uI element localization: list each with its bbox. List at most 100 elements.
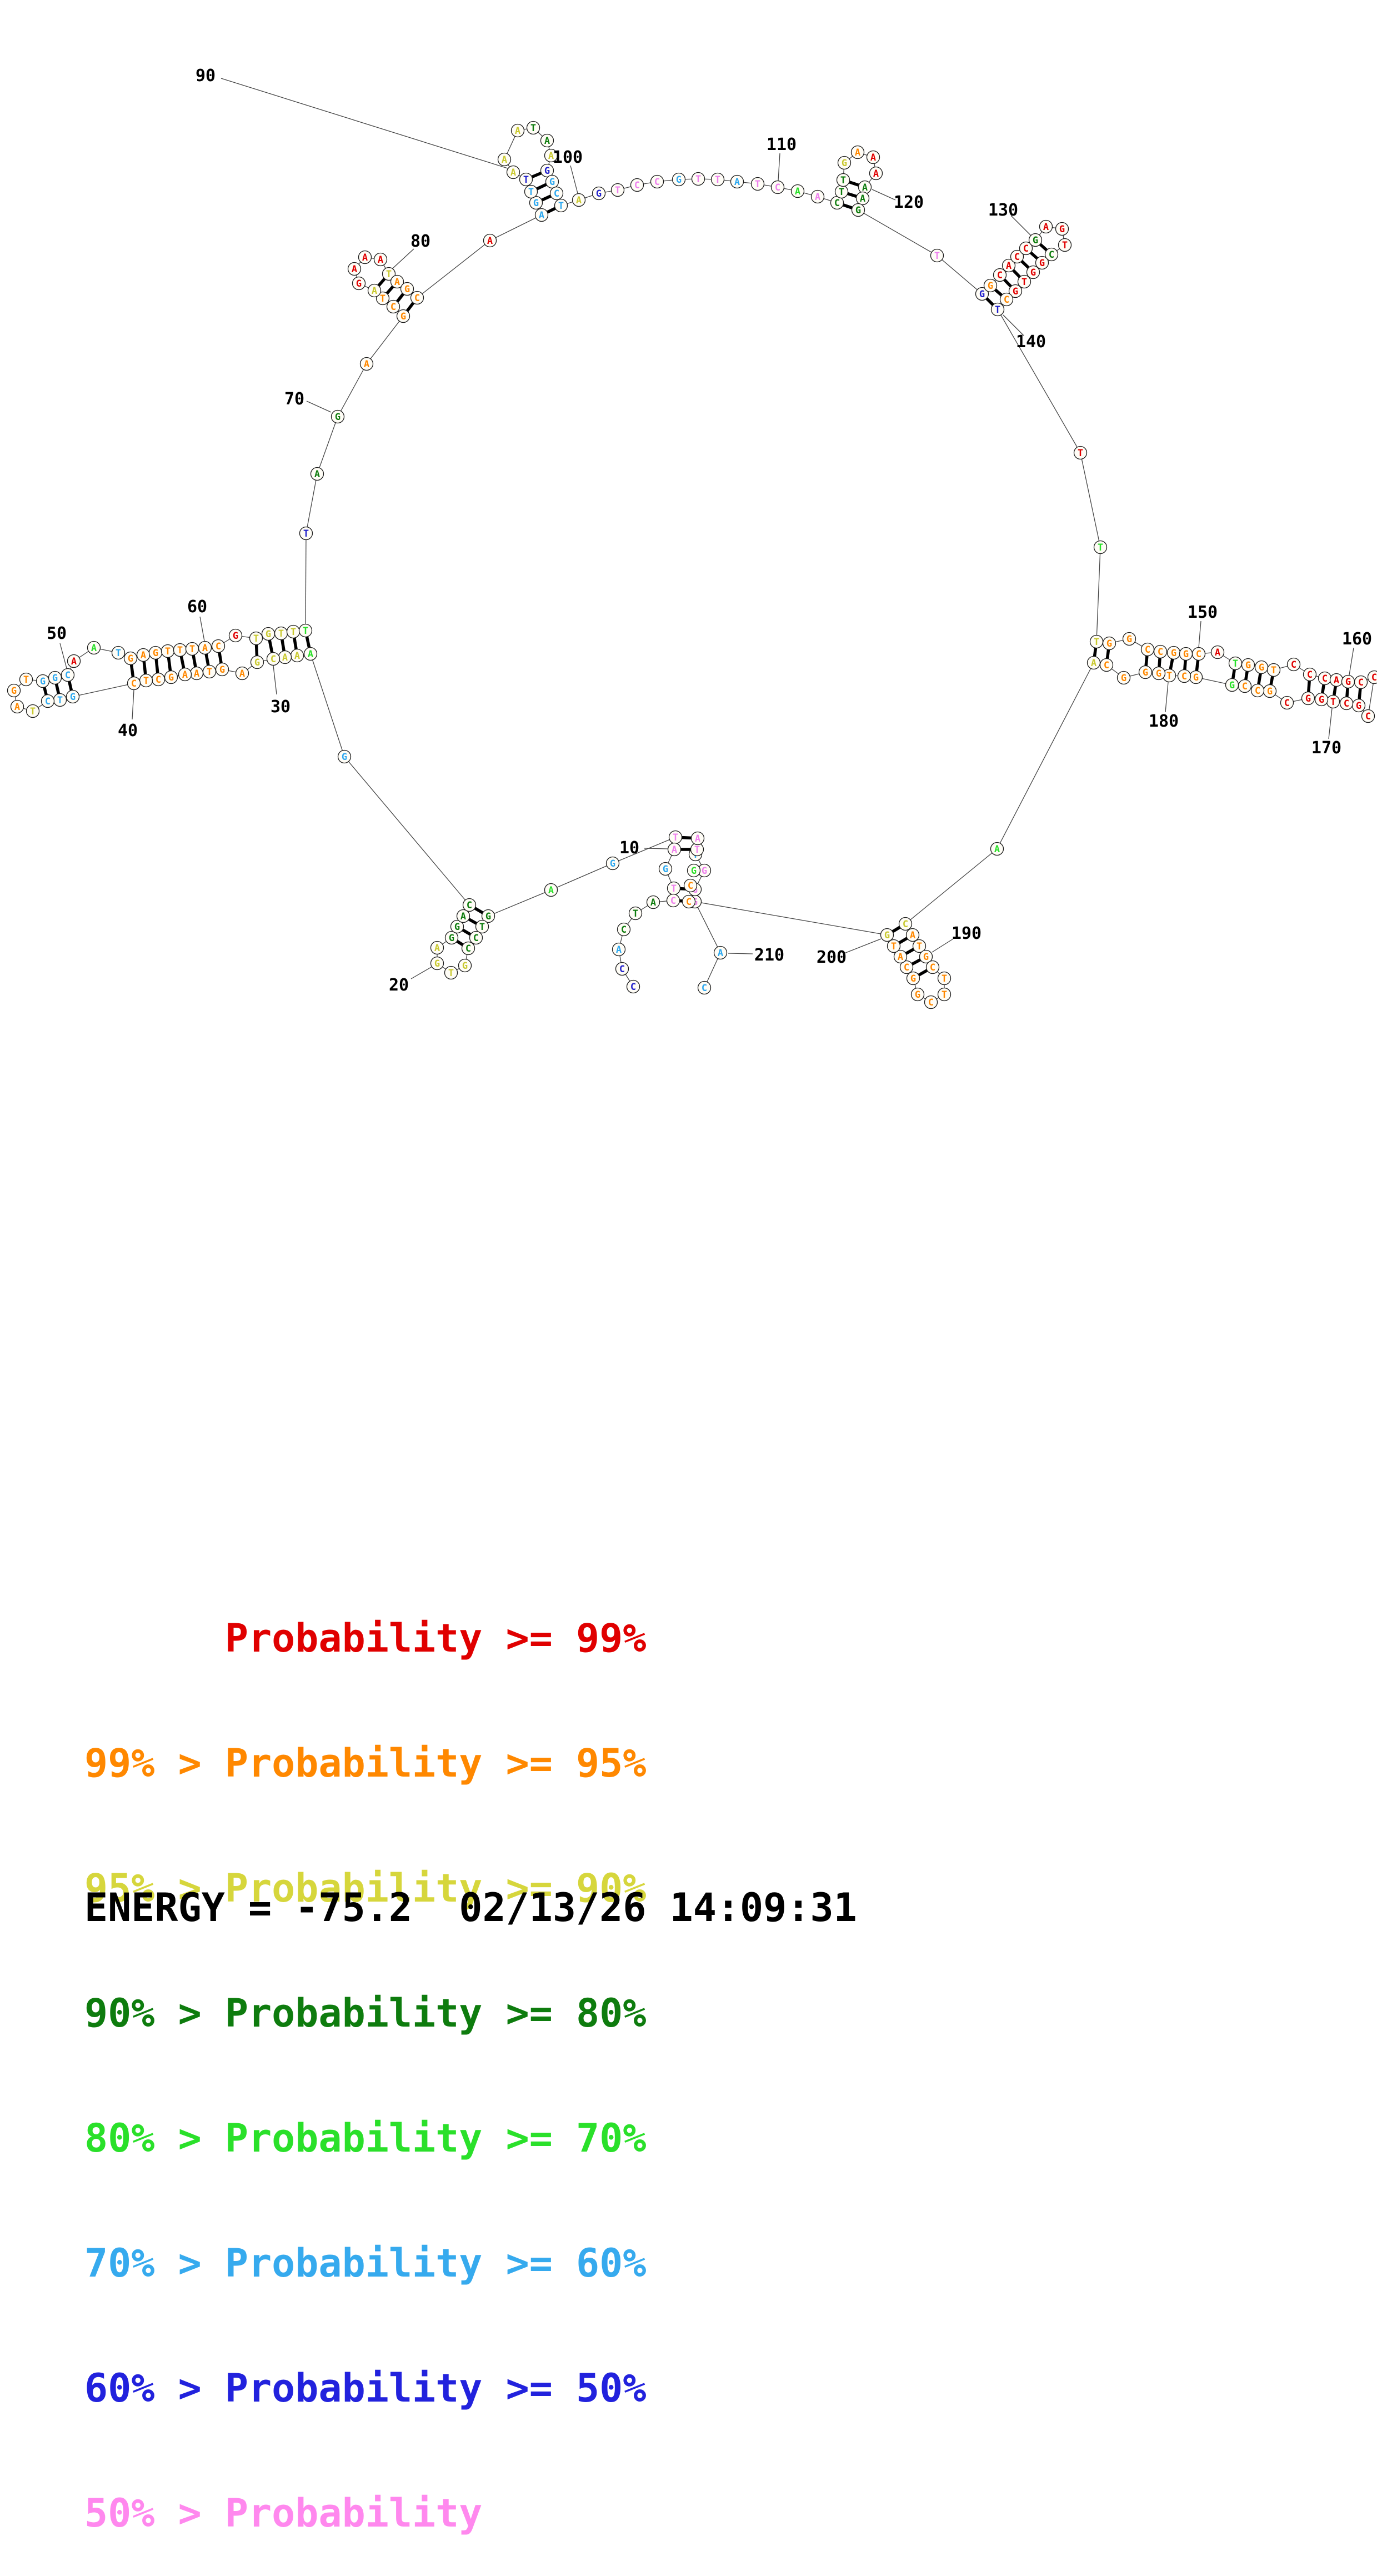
nucleotide-letter: T <box>942 989 947 1001</box>
position-label: 140 <box>1016 332 1046 352</box>
nucleotide-letter: C <box>1049 249 1054 261</box>
nucleotide-letter: T <box>448 968 454 979</box>
nucleotide-letter: T <box>1022 277 1027 288</box>
nucleotide-letter: T <box>1166 671 1172 682</box>
position-label: 10 <box>619 838 639 858</box>
position-label: 160 <box>1342 629 1372 649</box>
nucleotide-letter: A <box>364 359 369 370</box>
backbone-link <box>1080 453 1100 547</box>
label-leader <box>778 153 780 181</box>
nucleotide-letter: A <box>362 252 368 263</box>
nucleotide-letter: G <box>1267 686 1273 697</box>
nucleotide-letter: T <box>207 667 212 678</box>
nucleotide-letter: T <box>558 201 564 212</box>
nucleotide-letter: C <box>904 962 909 973</box>
backbone-link <box>338 364 367 417</box>
nucleotide-letter: G <box>1259 662 1264 673</box>
nucleotide-letter: T <box>278 628 284 639</box>
nucleotide-letter: A <box>14 702 20 713</box>
nucleotide-letter: A <box>194 668 199 679</box>
label-leader <box>932 939 953 952</box>
nucleotide-letter: T <box>671 883 677 894</box>
nucleotide-letter: T <box>995 304 1000 316</box>
nucleotide-letter: A <box>487 236 493 247</box>
nucleotide-letter: G <box>910 973 916 984</box>
nucleotide-letter: C <box>216 641 221 652</box>
nucleotide-letter: C <box>834 198 840 209</box>
nucleotide-letter: A <box>378 254 383 266</box>
nucleotide-letter: G <box>128 653 133 664</box>
label-leader <box>200 617 204 641</box>
nucleotide-letter: T <box>143 676 149 687</box>
nucleotide-letter: A <box>873 168 879 179</box>
nucleotide-letter: T <box>917 941 922 952</box>
nucleotide-letter: C <box>1014 252 1020 263</box>
nucleotide-letter: C <box>997 270 1003 281</box>
position-label: 60 <box>187 597 207 617</box>
nucleotide-letter: G <box>549 177 555 188</box>
nucleotide-letter: G <box>923 952 929 963</box>
backbone-link <box>367 316 403 364</box>
nucleotide-letter: A <box>695 833 700 844</box>
nucleotide-letter: G <box>610 858 615 869</box>
nucleotide-letter: G <box>1033 235 1038 246</box>
backbone-link <box>937 256 982 294</box>
nucleotide-letter: C <box>670 896 676 907</box>
energy-readout: ENERGY = -75.2 02/13/26 14:09:31 <box>84 1885 857 1930</box>
label-leader <box>273 666 277 694</box>
nucleotide-letter: A <box>1006 261 1012 272</box>
nucleotide-letter: A <box>71 656 77 667</box>
nucleotide-letter: T <box>303 528 309 539</box>
position-label: 210 <box>754 946 784 965</box>
label-leader <box>1329 708 1332 739</box>
nucleotide-letter: G <box>233 631 238 642</box>
nucleotide-letter: A <box>898 952 903 963</box>
nucleotide-letter: G <box>1171 648 1176 659</box>
nucleotide-letter: G <box>342 752 347 763</box>
nucleotide-letter: A <box>372 286 377 297</box>
nucleotide-letter: C <box>903 919 908 930</box>
nucleotide-letter: G <box>168 672 174 683</box>
position-label: 120 <box>894 193 924 212</box>
nucleotide-letter: G <box>404 284 410 295</box>
position-label: 40 <box>118 721 138 741</box>
nucleotide-letter: G <box>485 911 491 922</box>
nucleotide-letter: T <box>1271 665 1276 676</box>
nucleotide-letter: A <box>539 210 544 221</box>
nucleotide-letter: G <box>1183 649 1189 660</box>
nucleotide-letter: C <box>1284 698 1290 709</box>
nucleotide-letter: G <box>356 278 362 289</box>
nucleotide-letter: T <box>528 187 534 198</box>
nucleotide-letter: C <box>619 964 625 975</box>
nucleotide-letter: A <box>308 649 313 660</box>
nucleotide-letter: T <box>694 844 700 856</box>
label-leader <box>1199 621 1201 648</box>
nucleotide-letter: G <box>1059 224 1065 235</box>
nucleotide-letter: C <box>414 293 420 304</box>
nucleotide-letter: A <box>182 669 188 681</box>
nucleotide-letter: A <box>239 668 245 679</box>
base-pair-bonds <box>43 171 1361 978</box>
nucleotide-letter: C <box>1365 711 1371 722</box>
nucleotide-letter: G <box>988 281 993 292</box>
nucleotide-letter: G <box>702 866 707 877</box>
nucleotide-letter: A <box>718 948 723 959</box>
backbone-link <box>488 890 551 916</box>
nucleotide-letter: C <box>465 943 471 954</box>
label-leader <box>570 166 578 193</box>
nucleotide-letter: A <box>1091 658 1096 669</box>
nucleotide-letter: G <box>855 205 861 216</box>
nucleotide-letter: C <box>1291 659 1296 671</box>
backbone-link <box>695 902 720 953</box>
nucleotide-letter: C <box>634 180 640 191</box>
nucleotide-letter: T <box>1078 448 1083 459</box>
nucleotide-letter: A <box>510 167 516 178</box>
nucleotide-letter: C <box>271 654 276 665</box>
nucleotide-letter: T <box>57 695 63 706</box>
nucleotide-letter: G <box>153 648 158 659</box>
nucleotide-letter: G <box>219 664 225 676</box>
nucleotide-letter: A <box>314 469 320 480</box>
label-leader <box>132 690 134 719</box>
nucleotide-letter: T <box>715 174 720 186</box>
